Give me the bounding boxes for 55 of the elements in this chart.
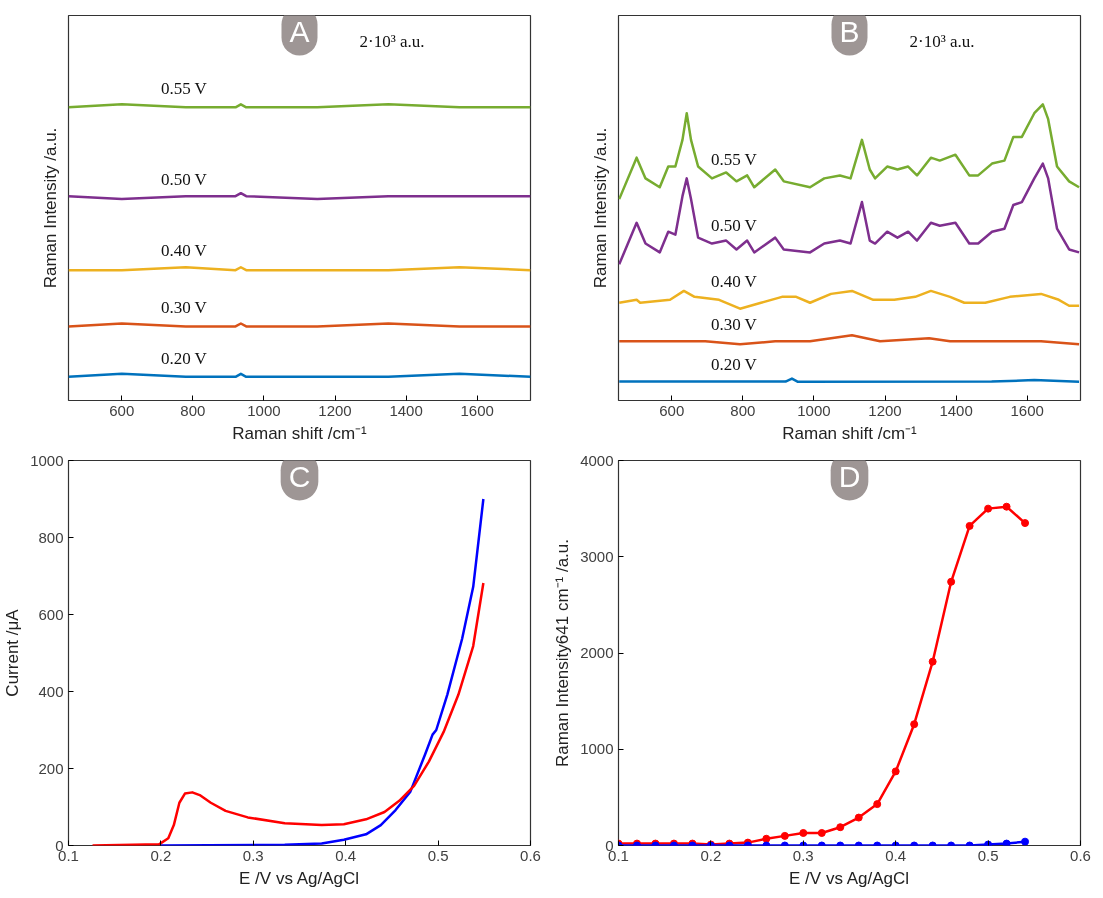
- series-label: 0.20 V: [710, 354, 758, 374]
- x-tick-label: 0.6: [1070, 846, 1091, 864]
- series-label: 0.30 V: [160, 298, 208, 318]
- x-tick-label: 0.3: [242, 846, 264, 864]
- y-axis-title: Current /μA: [3, 608, 23, 697]
- x-tick-label: 0.5: [427, 846, 449, 864]
- y-tick-label: 1000: [30, 451, 64, 469]
- x-tick-label: 0.2: [700, 846, 722, 864]
- x-tick-label: 0.4: [335, 846, 357, 864]
- series-label: 0.55 V: [710, 150, 758, 170]
- x-axis-title: E /V vs Ag/AgCl: [239, 868, 360, 888]
- y-tick-label: 1000: [580, 740, 614, 758]
- text: A: [289, 14, 310, 48]
- x-tick-label: 1000: [797, 401, 831, 419]
- x-tick-label: 1600: [460, 401, 494, 419]
- series-label: 0.40 V: [160, 241, 208, 261]
- y-tick-label: 2000: [580, 644, 614, 661]
- x-axis-title: Raman shift /cm⁻¹: [232, 423, 368, 443]
- x-tick-label: 1400: [939, 401, 973, 419]
- y-axis-title: Raman Intensity /a.u.: [590, 127, 610, 289]
- y-tick-label: 200: [38, 759, 64, 777]
- y-axis-title: Raman Intensity641 cm⁻¹ /a.u.: [553, 538, 573, 768]
- x-tick-label: 600: [659, 401, 685, 419]
- annotation: C: [288, 459, 311, 493]
- x-tick-label: 1000: [247, 401, 281, 419]
- y-tick-label: 400: [38, 682, 64, 700]
- annotation: D: [838, 459, 861, 493]
- x-tick-label: 0.6: [520, 846, 541, 864]
- series-label: 0.50 V: [710, 216, 758, 236]
- x-tick-label: 600: [109, 401, 135, 419]
- x-tick-label: 800: [180, 401, 206, 419]
- x-tick-label: 0.5: [977, 846, 999, 864]
- y-tick-label: 3000: [580, 547, 614, 565]
- series-label: 0.30 V: [710, 314, 758, 334]
- x-tick-label: 0.4: [885, 846, 907, 864]
- x-axis-title: Raman shift /cm⁻¹: [782, 423, 918, 443]
- text: B: [839, 14, 860, 48]
- series-label: 0.50 V: [160, 170, 208, 190]
- x-tick-label: 800: [730, 401, 756, 419]
- y-axis-title: Raman Intensity /a.u.: [40, 127, 60, 289]
- x-tick-label: 1200: [868, 401, 902, 419]
- text: 2·10³ a.u.: [359, 31, 425, 51]
- y-tick-label: 800: [38, 528, 64, 546]
- x-tick-label: 0.3: [792, 846, 814, 864]
- x-tick-label: 1600: [1010, 401, 1044, 419]
- x-tick-label: 0.2: [150, 846, 172, 864]
- x-tick-label: 1200: [318, 401, 352, 419]
- series-label: 0.55 V: [160, 79, 208, 99]
- x-axis-title: E /V vs Ag/AgCl: [789, 868, 910, 888]
- x-tick-label: 1400: [389, 401, 423, 419]
- text: 2·10³ a.u.: [909, 31, 975, 51]
- y-tick-label: 4000: [580, 451, 614, 469]
- series-label: 0.20 V: [160, 348, 208, 368]
- series-label: 0.40 V: [710, 271, 758, 291]
- y-tick-label: 600: [38, 605, 64, 623]
